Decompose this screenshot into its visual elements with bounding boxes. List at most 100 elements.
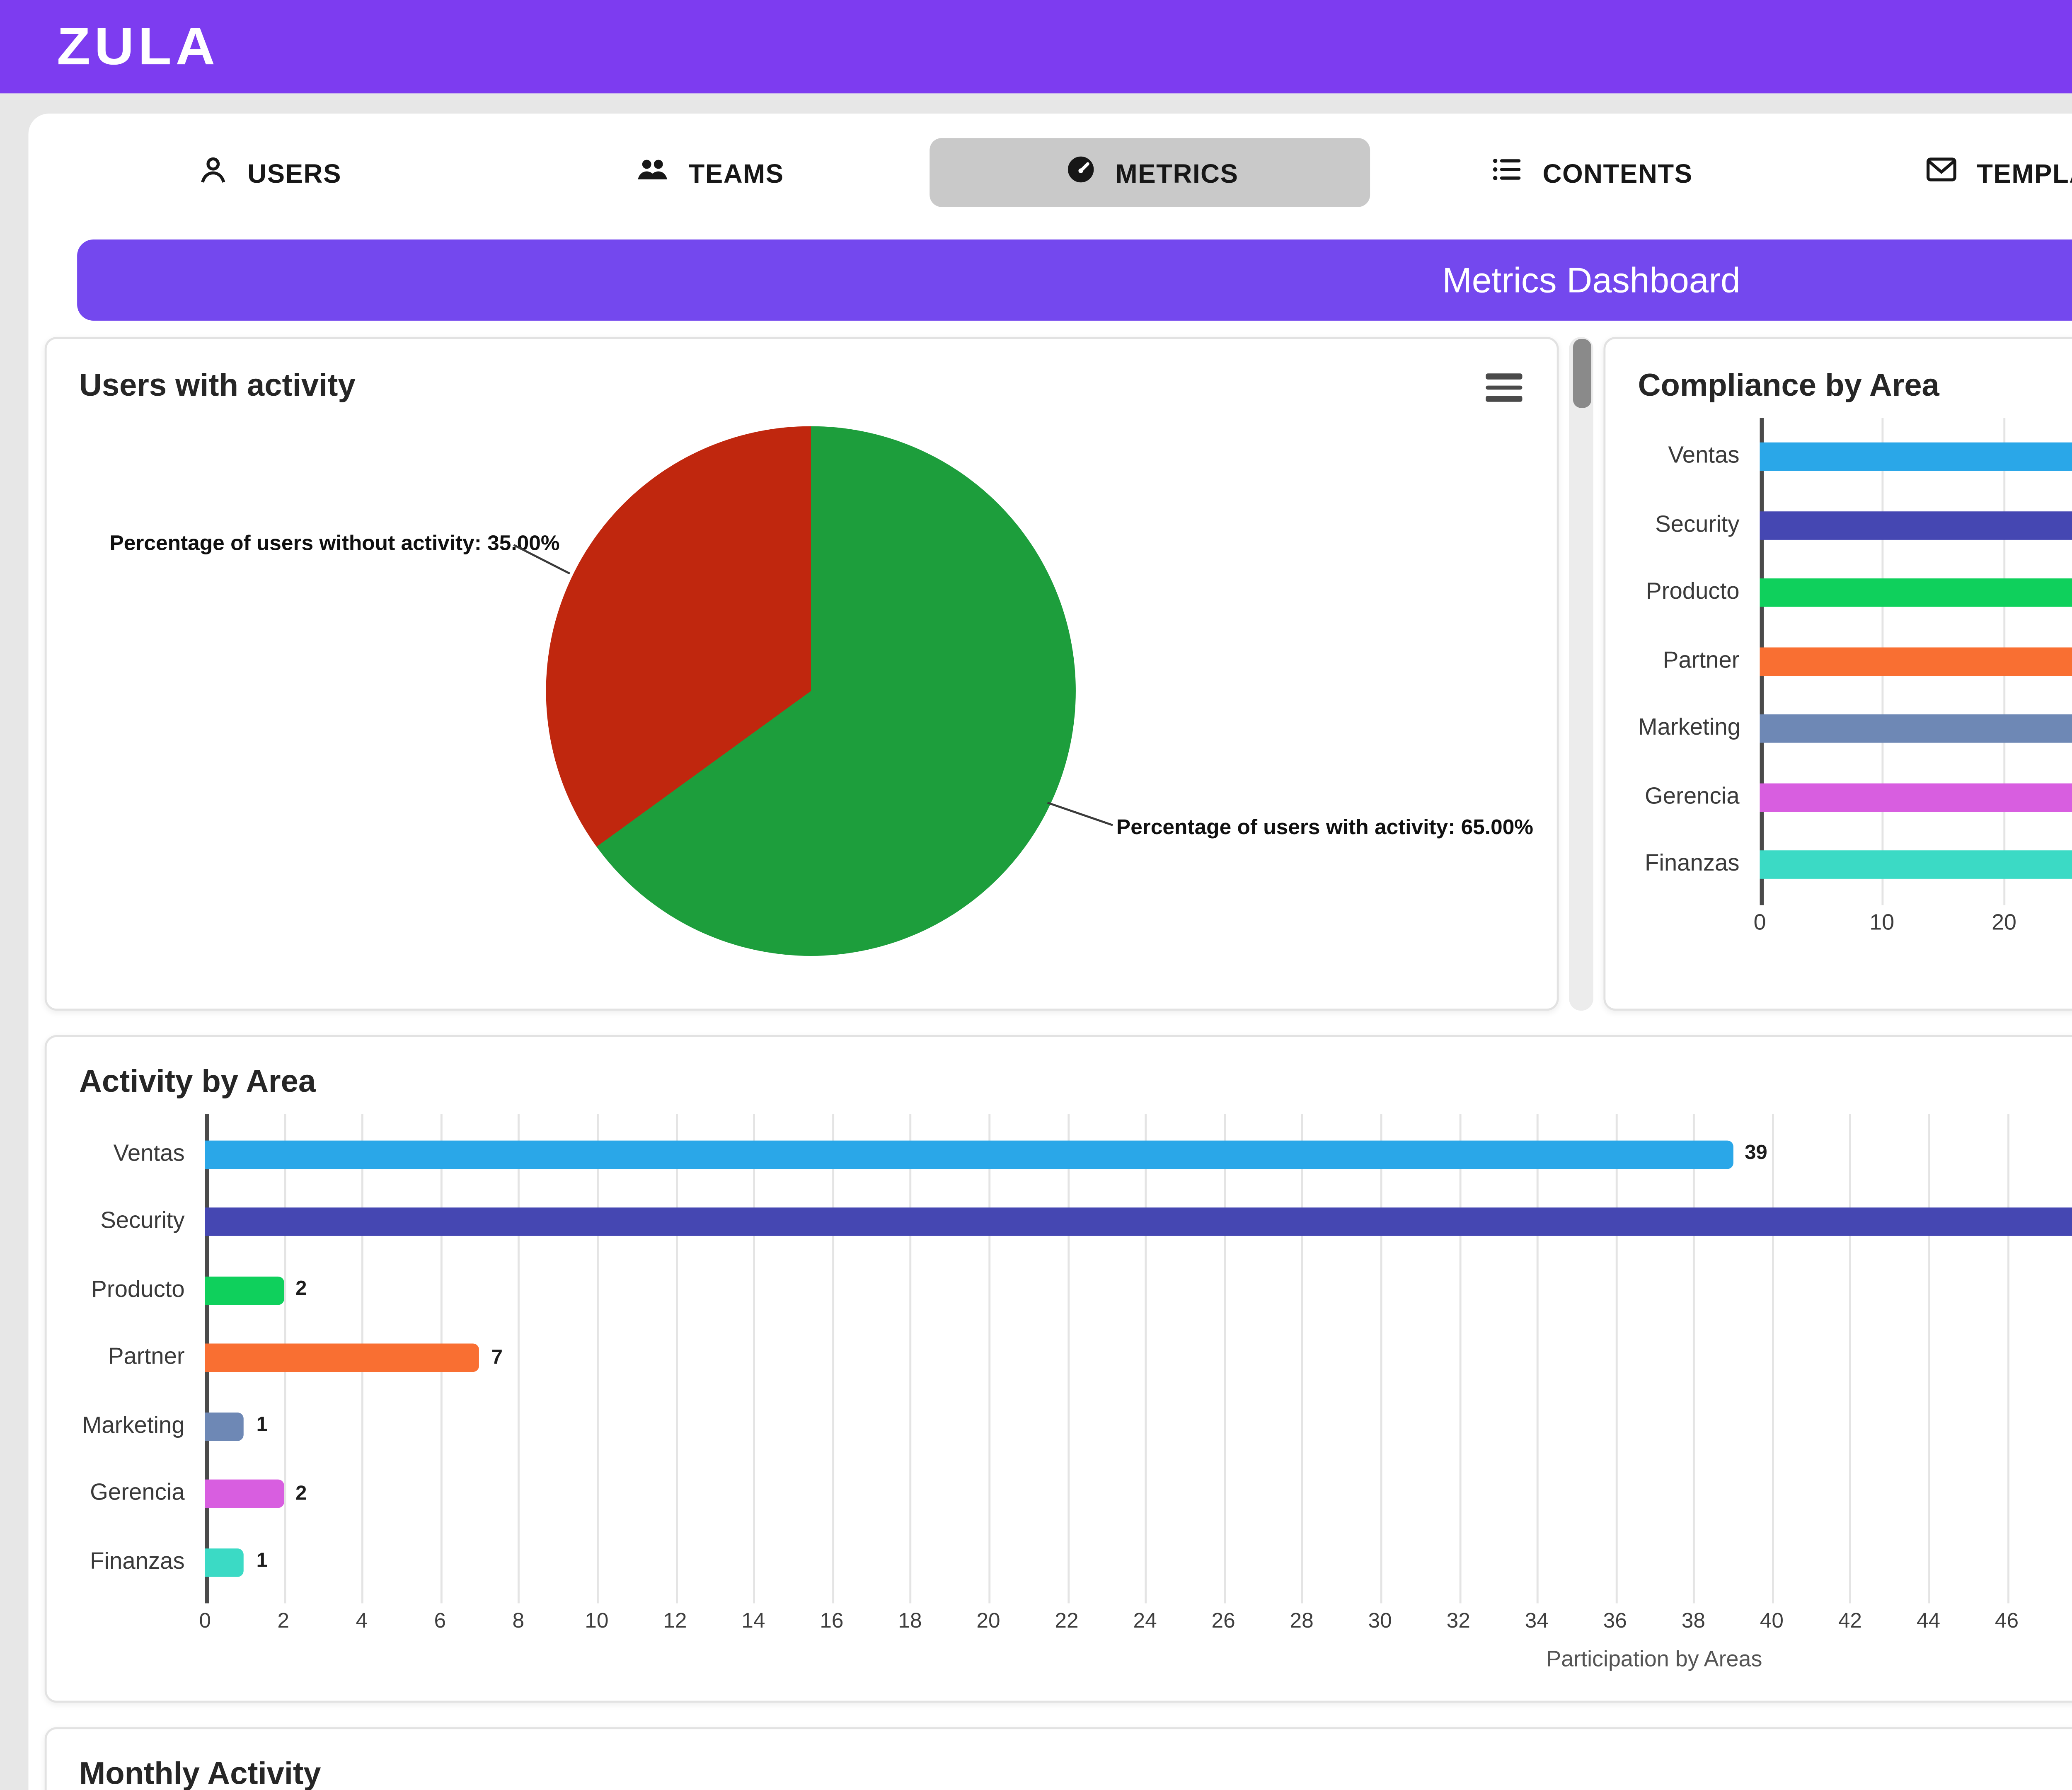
gridline	[831, 1114, 834, 1602]
x-tick-label: 20	[1992, 911, 2017, 936]
tab-contents[interactable]: CONTENTS	[1371, 138, 1812, 207]
bar-row: Marketing 1	[79, 1392, 2072, 1460]
x-tick-label: 36	[1603, 1608, 1627, 1633]
chart-title: Activity by Area	[79, 1066, 316, 1101]
tab-label: USERS	[247, 157, 341, 188]
gridline	[1380, 1114, 1382, 1602]
x-axis-ticks: 0102030405060708090100110	[1754, 911, 2072, 943]
x-tick-label: 26	[1211, 1608, 1235, 1633]
x-tick-label: 10	[1869, 911, 1895, 936]
compliance-by-area-card: Compliance by Area Ventas 100.00% Security…	[1603, 337, 2072, 1010]
users-with-activity-chart: Percentage of users without activity: 35…	[79, 415, 1533, 980]
activity-by-area-chart: Ventas 39 Security 70 Producto 2 Partner 7 Marke…	[79, 1114, 2072, 1671]
x-axis-label: Percentage Participation	[1760, 950, 2072, 974]
bar-finanzas	[205, 1548, 244, 1577]
bar-row: Marketing 33.33%	[1638, 695, 2072, 763]
leader-line	[1047, 801, 1113, 826]
bar-ventas	[1760, 443, 2072, 472]
bar-security	[205, 1208, 2072, 1237]
bar-track: 100.00%	[1760, 423, 2072, 491]
x-tick-label: 4	[356, 1608, 368, 1633]
x-tick-label: 12	[663, 1608, 687, 1633]
bar-row: Finanzas 1	[79, 1528, 2072, 1596]
x-tick-label: 0	[1753, 911, 1766, 936]
bar-partner	[205, 1344, 479, 1373]
bar-row: Partner 7	[79, 1324, 2072, 1392]
list-icon	[1490, 152, 1524, 193]
bar-track: 7	[205, 1324, 2072, 1392]
main-content: USERS TEAMS METRICS CONTENTS TEMPLATES C…	[28, 114, 2072, 1790]
bar-row: Security 70	[79, 1188, 2072, 1256]
tab-label: TEMPLATES	[1977, 157, 2072, 188]
x-tick-label: 30	[1368, 1608, 1392, 1633]
gridline	[675, 1114, 677, 1602]
chart-title: Users with activity	[79, 369, 356, 404]
bar-value-label: 1	[256, 1551, 268, 1574]
category-label: Gerencia	[90, 1482, 185, 1507]
bar-row: Finanzas 50.00%	[1638, 831, 2072, 899]
gridline	[988, 1114, 990, 1602]
x-tick-label: 0	[199, 1608, 211, 1633]
bar-row: Gerencia 66.67%	[1638, 763, 2072, 831]
x-axis-label: Participation by Areas	[1546, 1647, 1762, 1671]
x-tick-label: 20	[976, 1608, 1000, 1633]
tab-teams[interactable]: TEAMS	[489, 138, 930, 207]
tab-users[interactable]: USERS	[49, 138, 490, 207]
x-tick-label: 16	[820, 1608, 844, 1633]
bar-row: Producto 100.00%	[1638, 559, 2072, 627]
scrollbar-thumb[interactable]	[1572, 339, 1590, 408]
x-tick-label: 32	[1446, 1608, 1470, 1633]
tab-templates[interactable]: TEMPLATES	[1812, 138, 2072, 207]
chart-menu-icon[interactable]	[1484, 368, 1524, 407]
bar-marketing	[1760, 715, 2072, 743]
scrollbar-track[interactable]	[1569, 337, 1593, 1010]
bar-gerencia	[1760, 783, 2072, 811]
x-tick-label: 46	[1995, 1608, 2019, 1633]
category-label: Ventas	[1668, 445, 1740, 469]
x-tick-label: 28	[1290, 1608, 1314, 1633]
category-label: Partner	[108, 1346, 185, 1371]
gridline	[1067, 1114, 1069, 1602]
bar-track: 71.43%	[1760, 491, 2072, 559]
bar-value-label: 7	[491, 1347, 503, 1369]
nav-tabs: USERS TEAMS METRICS CONTENTS TEMPLATES C…	[45, 130, 2072, 219]
x-tick-label: 42	[1838, 1608, 1862, 1633]
zula-logo: ZULA	[57, 16, 219, 75]
top-bar: ZULA Alan Burastero	[0, 0, 2072, 94]
category-label: Finanzas	[90, 1550, 185, 1575]
x-tick-label: 40	[1760, 1608, 1784, 1633]
x-tick-label: 34	[1525, 1608, 1549, 1633]
category-label: Producto	[91, 1278, 185, 1303]
bar-track: 39	[205, 1120, 2072, 1188]
bar-ventas	[205, 1140, 1733, 1169]
category-label: Partner	[1663, 649, 1740, 673]
bar-track: 100.00%	[1760, 627, 2072, 695]
bar-track: 2	[205, 1256, 2072, 1324]
category-label: Security	[100, 1210, 185, 1235]
category-label: Security	[1655, 513, 1740, 537]
page-title: Metrics Dashboard	[77, 239, 2072, 321]
bar-row: Partner 100.00%	[1638, 627, 2072, 695]
bar-track: 70	[205, 1188, 2072, 1256]
gridline	[596, 1114, 599, 1602]
gridline	[1223, 1114, 1226, 1602]
pie-slice-label-with-activity: Percentage of users with activity: 65.00…	[1116, 815, 1534, 839]
x-tick-label: 14	[741, 1608, 765, 1633]
category-label: Marketing	[1638, 717, 1741, 741]
chart-title: Compliance by Area	[1638, 369, 1939, 404]
tab-metrics[interactable]: METRICS	[930, 138, 1371, 207]
gridline	[910, 1114, 912, 1602]
activity-by-area-card: Activity by Area Ventas39Security70Produ…	[44, 1034, 2072, 1702]
x-tick-label: 10	[585, 1608, 609, 1633]
x-tick-label: 38	[1681, 1608, 1706, 1633]
bar-track: 50.00%	[1760, 831, 2072, 899]
pie-slice-label-without-activity: Percentage of users without activity: 35…	[109, 530, 560, 555]
x-tick-label: 2	[277, 1608, 290, 1633]
bar-security	[1760, 511, 2072, 539]
gridline	[1850, 1114, 1852, 1602]
gridline	[518, 1114, 520, 1602]
x-tick-label: 44	[1916, 1608, 1941, 1633]
bar-track: 1	[205, 1528, 2072, 1596]
category-label: Finanzas	[1644, 853, 1740, 878]
bar-value-label: 1	[256, 1415, 268, 1438]
